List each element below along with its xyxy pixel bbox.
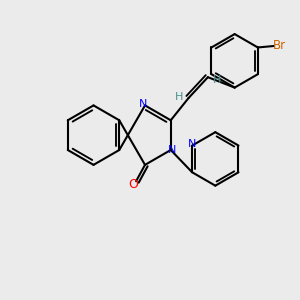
Text: H: H bbox=[175, 92, 183, 101]
Text: H: H bbox=[213, 75, 221, 85]
Text: N: N bbox=[188, 139, 196, 149]
Text: N: N bbox=[168, 145, 176, 155]
Text: Br: Br bbox=[273, 40, 286, 52]
Text: N: N bbox=[139, 99, 148, 109]
Text: O: O bbox=[128, 178, 138, 191]
